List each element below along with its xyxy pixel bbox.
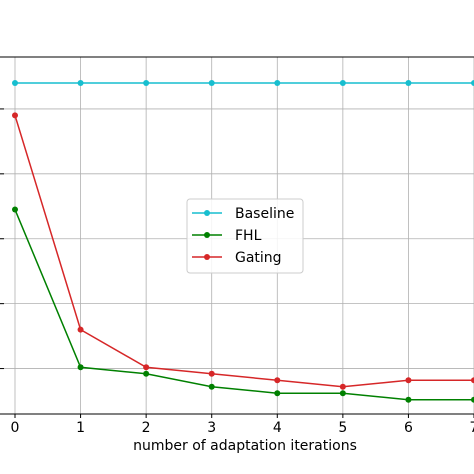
data-point [274,377,281,384]
series-gating [12,112,474,390]
data-point [471,377,474,384]
data-point [12,79,18,86]
series-layer [12,79,474,403]
data-point [77,79,84,86]
x-axis-label: number of adaptation iterations [133,438,357,454]
x-tick-label: 5 [338,420,347,436]
data-point [471,79,474,86]
legend-item-baseline: Baseline [192,206,294,222]
data-point [208,383,215,390]
series-line [14,209,474,401]
legend-label: FHL [235,228,262,244]
x-tick-label: 6 [404,420,413,436]
legend-item-fhl: FHL [192,228,262,244]
x-tick-label: 7 [470,420,474,436]
plot-frame [0,56,474,415]
x-tick-labels: 0 1 2 3 4 5 6 7 [11,414,474,436]
data-point [471,396,474,403]
series-line [14,115,474,388]
data-point [77,326,84,333]
data-point [339,383,346,390]
legend-swatch-marker [204,210,210,216]
x-tick-label: 4 [273,420,282,436]
legend-label: Baseline [235,206,294,222]
data-point [208,370,215,377]
legend-swatch-marker [204,232,210,238]
x-tick-label: 2 [142,420,151,436]
data-point [405,396,412,403]
data-point [208,79,215,86]
data-point [143,370,150,377]
legend-box [186,198,304,274]
x-tick-label: 3 [207,420,216,436]
x-tick-label: 0 [11,420,20,436]
data-point [12,206,18,213]
legend-swatch-marker [204,254,210,260]
data-point [274,79,281,86]
data-point [274,390,281,397]
data-point [77,364,84,371]
data-point [339,79,346,86]
data-point [143,79,150,86]
legend-label: Gating [235,250,282,266]
data-point [405,79,412,86]
x-tick-label: 1 [76,420,85,436]
legend-item-gating: Gating [192,250,282,266]
series-fhl [12,206,474,403]
legend: Baseline FHL Gating [186,198,304,274]
data-point [339,390,346,397]
data-point [143,364,150,371]
data-point [12,112,18,119]
data-point [405,377,412,384]
series-baseline [12,79,474,86]
